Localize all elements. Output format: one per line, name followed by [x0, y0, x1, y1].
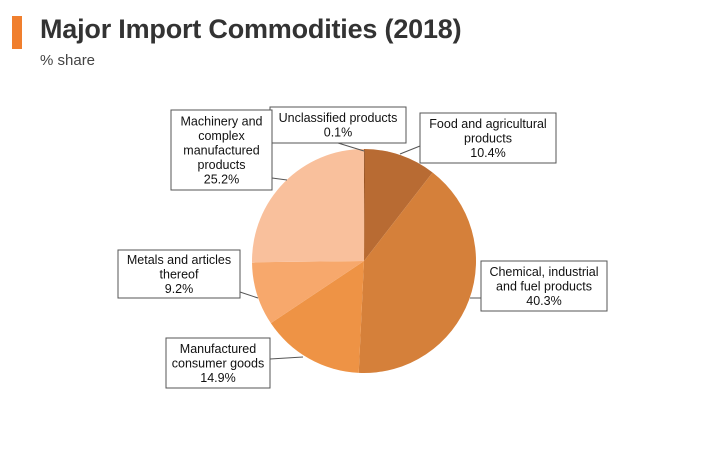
chart-title: Major Import Commodities (2018)	[40, 14, 462, 44]
label-box-0	[269, 106, 407, 144]
slice-category-label: Chemical, industrial	[489, 265, 598, 279]
slice-category-label: thereof	[160, 267, 199, 281]
slice-category-label: Manufactured	[180, 342, 256, 356]
leader-line-5	[271, 177, 288, 181]
label-box-5	[170, 109, 273, 191]
label-box-2	[480, 260, 608, 312]
slice-value-label: 9.2%	[165, 282, 194, 296]
slice-value-label: 25.2%	[204, 172, 239, 186]
pie-slice-5	[252, 149, 364, 263]
slice-label-5: Machinery andcomplexmanufacturedproducts…	[170, 109, 288, 191]
slice-category-label: and fuel products	[496, 279, 592, 293]
pie-slice-1	[364, 149, 433, 261]
leader-line-1	[399, 145, 421, 155]
slice-value-label: 14.9%	[200, 371, 235, 385]
leader-line-0	[337, 142, 365, 152]
chart-subtitle: % share	[40, 52, 96, 69]
slice-category-label: Machinery and	[181, 114, 263, 128]
slice-value-label: 40.3%	[526, 294, 561, 308]
label-box-4	[117, 249, 241, 299]
slice-category-label: consumer goods	[172, 356, 264, 370]
slice-category-label: Food and agricultural	[429, 117, 546, 131]
label-box-3	[165, 337, 271, 389]
leader-line-3	[269, 356, 304, 360]
slice-category-label: complex	[198, 129, 245, 143]
slice-category-label: Metals and articles	[127, 253, 231, 267]
slice-category-label: products	[198, 158, 246, 172]
slice-category-label: manufactured	[183, 143, 259, 157]
pie-slice-2	[358, 172, 477, 374]
pie-slice-3	[270, 261, 364, 373]
pie-slice-4	[252, 261, 364, 324]
leader-line-4	[239, 291, 259, 299]
label-box-1	[419, 112, 557, 164]
title-accent-bar	[12, 16, 22, 49]
slice-value-label: 0.1%	[324, 126, 353, 140]
slice-category-label: Unclassified products	[279, 111, 398, 125]
pie-slice-0	[364, 148, 365, 261]
slice-category-label: products	[464, 131, 512, 145]
slice-value-label: 10.4%	[470, 146, 505, 160]
